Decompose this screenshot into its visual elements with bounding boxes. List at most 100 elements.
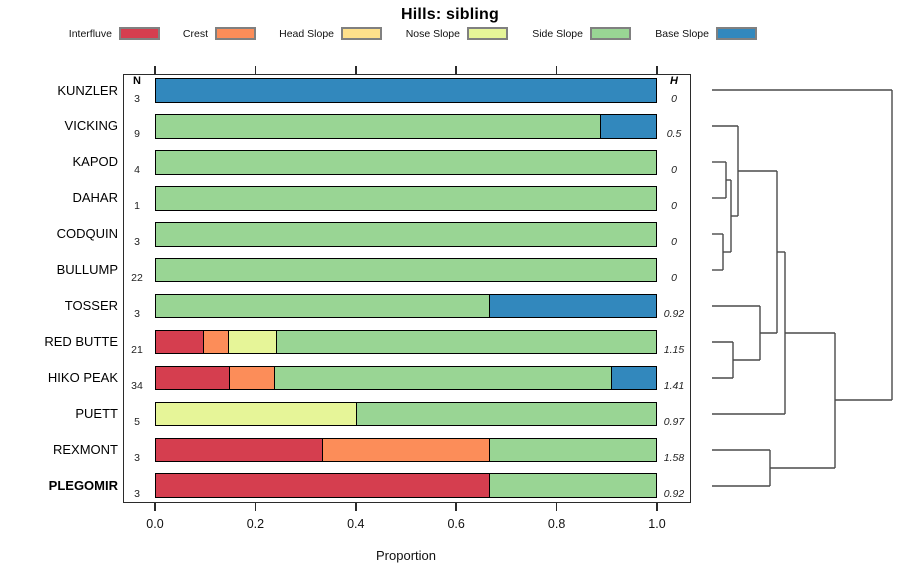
legend-swatch-nose-slope — [467, 27, 508, 40]
bar-segment-nose-slope — [156, 402, 356, 426]
x-tick-label: 0.8 — [547, 517, 566, 531]
h-value-puett: 0.97 — [663, 415, 685, 428]
h-value-kapod: 0 — [671, 164, 677, 177]
bar-segment-side-slope — [273, 366, 612, 390]
h-value-kunzler: 0 — [671, 92, 677, 105]
row-label-vicking: VICKING — [64, 118, 118, 134]
bottom-axis-tick — [154, 503, 156, 511]
bar-segment-base-slope — [599, 115, 656, 138]
legend-item-base-slope: Base Slope — [655, 27, 757, 41]
legend-swatch-base-slope — [716, 27, 757, 40]
legend-label: Side Slope — [532, 28, 583, 40]
legend-label: Nose Slope — [405, 28, 460, 40]
n-value-red-butte: 21 — [131, 344, 143, 356]
legend-swatch-interfluve — [119, 27, 160, 40]
row-label-rexmont: REXMONT — [53, 441, 118, 457]
h-value-codquin: 0 — [671, 236, 677, 249]
h-value-dahar: 0 — [671, 200, 677, 213]
row-label-puett: PUETT — [75, 405, 118, 421]
stacked-bar-tosser — [155, 293, 657, 319]
bar-segment-crest — [203, 330, 229, 354]
h-value-red-butte: 1.15 — [663, 344, 685, 356]
row-label-tosser: TOSSER — [64, 298, 118, 314]
n-value-codquin: 3 — [134, 236, 140, 249]
legend-item-nose-slope: Nose Slope — [406, 27, 508, 41]
h-value-vicking: 0.5 — [666, 128, 682, 141]
bar-segment-side-slope — [276, 330, 657, 354]
n-column-header: N — [133, 75, 141, 87]
h-column-header: H — [670, 75, 678, 87]
legend-swatch-head-slope — [341, 27, 382, 40]
n-value-puett: 5 — [134, 415, 140, 428]
top-axis-tick — [656, 66, 658, 74]
bar-segment-crest — [229, 366, 274, 390]
h-value-tosser: 0.92 — [663, 308, 685, 321]
bar-segment-interfluve — [156, 474, 489, 498]
chart-title: Hills: sibling — [401, 6, 499, 23]
x-tick-label: 0.6 — [447, 517, 465, 531]
bar-segment-crest — [321, 438, 490, 462]
bottom-axis-tick — [254, 503, 257, 511]
stacked-bar-vicking — [155, 114, 657, 139]
bar-segment-interfluve — [156, 366, 230, 390]
top-axis-tick — [355, 66, 357, 74]
h-value-bullump: 0 — [671, 272, 677, 285]
legend-label: Base Slope — [655, 28, 709, 40]
stacked-bar-rexmont — [155, 437, 657, 463]
n-value-kunzler: 3 — [134, 92, 140, 105]
plot-area-box — [123, 73, 691, 503]
n-value-dahar: 1 — [134, 200, 140, 213]
stacked-bar-kunzler — [155, 78, 657, 103]
legend-label: Crest — [182, 28, 208, 40]
row-label-hiko-peak: HIKO PEAK — [47, 369, 118, 385]
bar-segment-side-slope — [156, 115, 600, 138]
n-value-rexmont: 3 — [134, 451, 140, 464]
legend-label: Head Slope — [279, 28, 334, 40]
bottom-axis-tick — [555, 503, 558, 511]
top-axis-tick — [555, 66, 558, 74]
legend-label: Interfluve — [68, 28, 112, 40]
stacked-bar-bullump — [155, 257, 657, 283]
legend-swatch-side-slope — [590, 27, 631, 40]
top-axis-tick — [154, 66, 156, 74]
n-value-kapod: 4 — [134, 164, 140, 177]
stacked-bar-dahar — [155, 185, 657, 211]
x-tick-label: 0.0 — [146, 517, 164, 531]
x-axis-label: Proportion — [376, 548, 436, 563]
bar-segment-side-slope — [156, 294, 489, 318]
bar-segment-side-slope — [156, 222, 656, 246]
x-tick-label: 1.0 — [648, 517, 666, 531]
row-label-codquin: CODQUIN — [56, 226, 118, 242]
h-value-rexmont: 1.58 — [663, 451, 685, 464]
stacked-bar-codquin — [155, 221, 657, 247]
n-value-hiko-peak: 34 — [131, 379, 143, 392]
top-axis-tick — [455, 66, 457, 74]
stacked-bar-red-butte — [155, 329, 657, 355]
bar-segment-base-slope — [611, 366, 656, 390]
bar-segment-side-slope — [156, 258, 656, 282]
stacked-bar-plegomir — [155, 473, 657, 499]
row-label-red-butte: RED BUTTE — [44, 334, 118, 349]
row-label-dahar: DAHAR — [72, 190, 118, 206]
bar-segment-side-slope — [156, 186, 656, 210]
legend-swatch-crest — [215, 27, 256, 40]
row-label-kapod: KAPOD — [72, 154, 118, 170]
x-tick-label: 0.2 — [246, 517, 265, 531]
bar-segment-nose-slope — [228, 330, 277, 354]
bar-segment-interfluve — [156, 438, 322, 462]
bar-segment-base-slope — [488, 294, 656, 318]
bottom-axis-tick — [656, 503, 658, 511]
n-value-vicking: 9 — [134, 128, 140, 141]
h-value-plegomir: 0.92 — [663, 487, 685, 500]
h-value-hiko-peak: 1.41 — [663, 379, 685, 392]
bar-segment-base-slope — [156, 79, 656, 102]
bar-segment-side-slope — [489, 438, 656, 462]
x-tick-label: 0.4 — [347, 517, 365, 531]
bottom-axis-tick — [455, 503, 457, 511]
bottom-axis-tick — [355, 503, 357, 511]
stacked-bar-puett — [155, 401, 657, 427]
bar-segment-interfluve — [156, 330, 204, 354]
bar-segment-side-slope — [355, 402, 656, 426]
